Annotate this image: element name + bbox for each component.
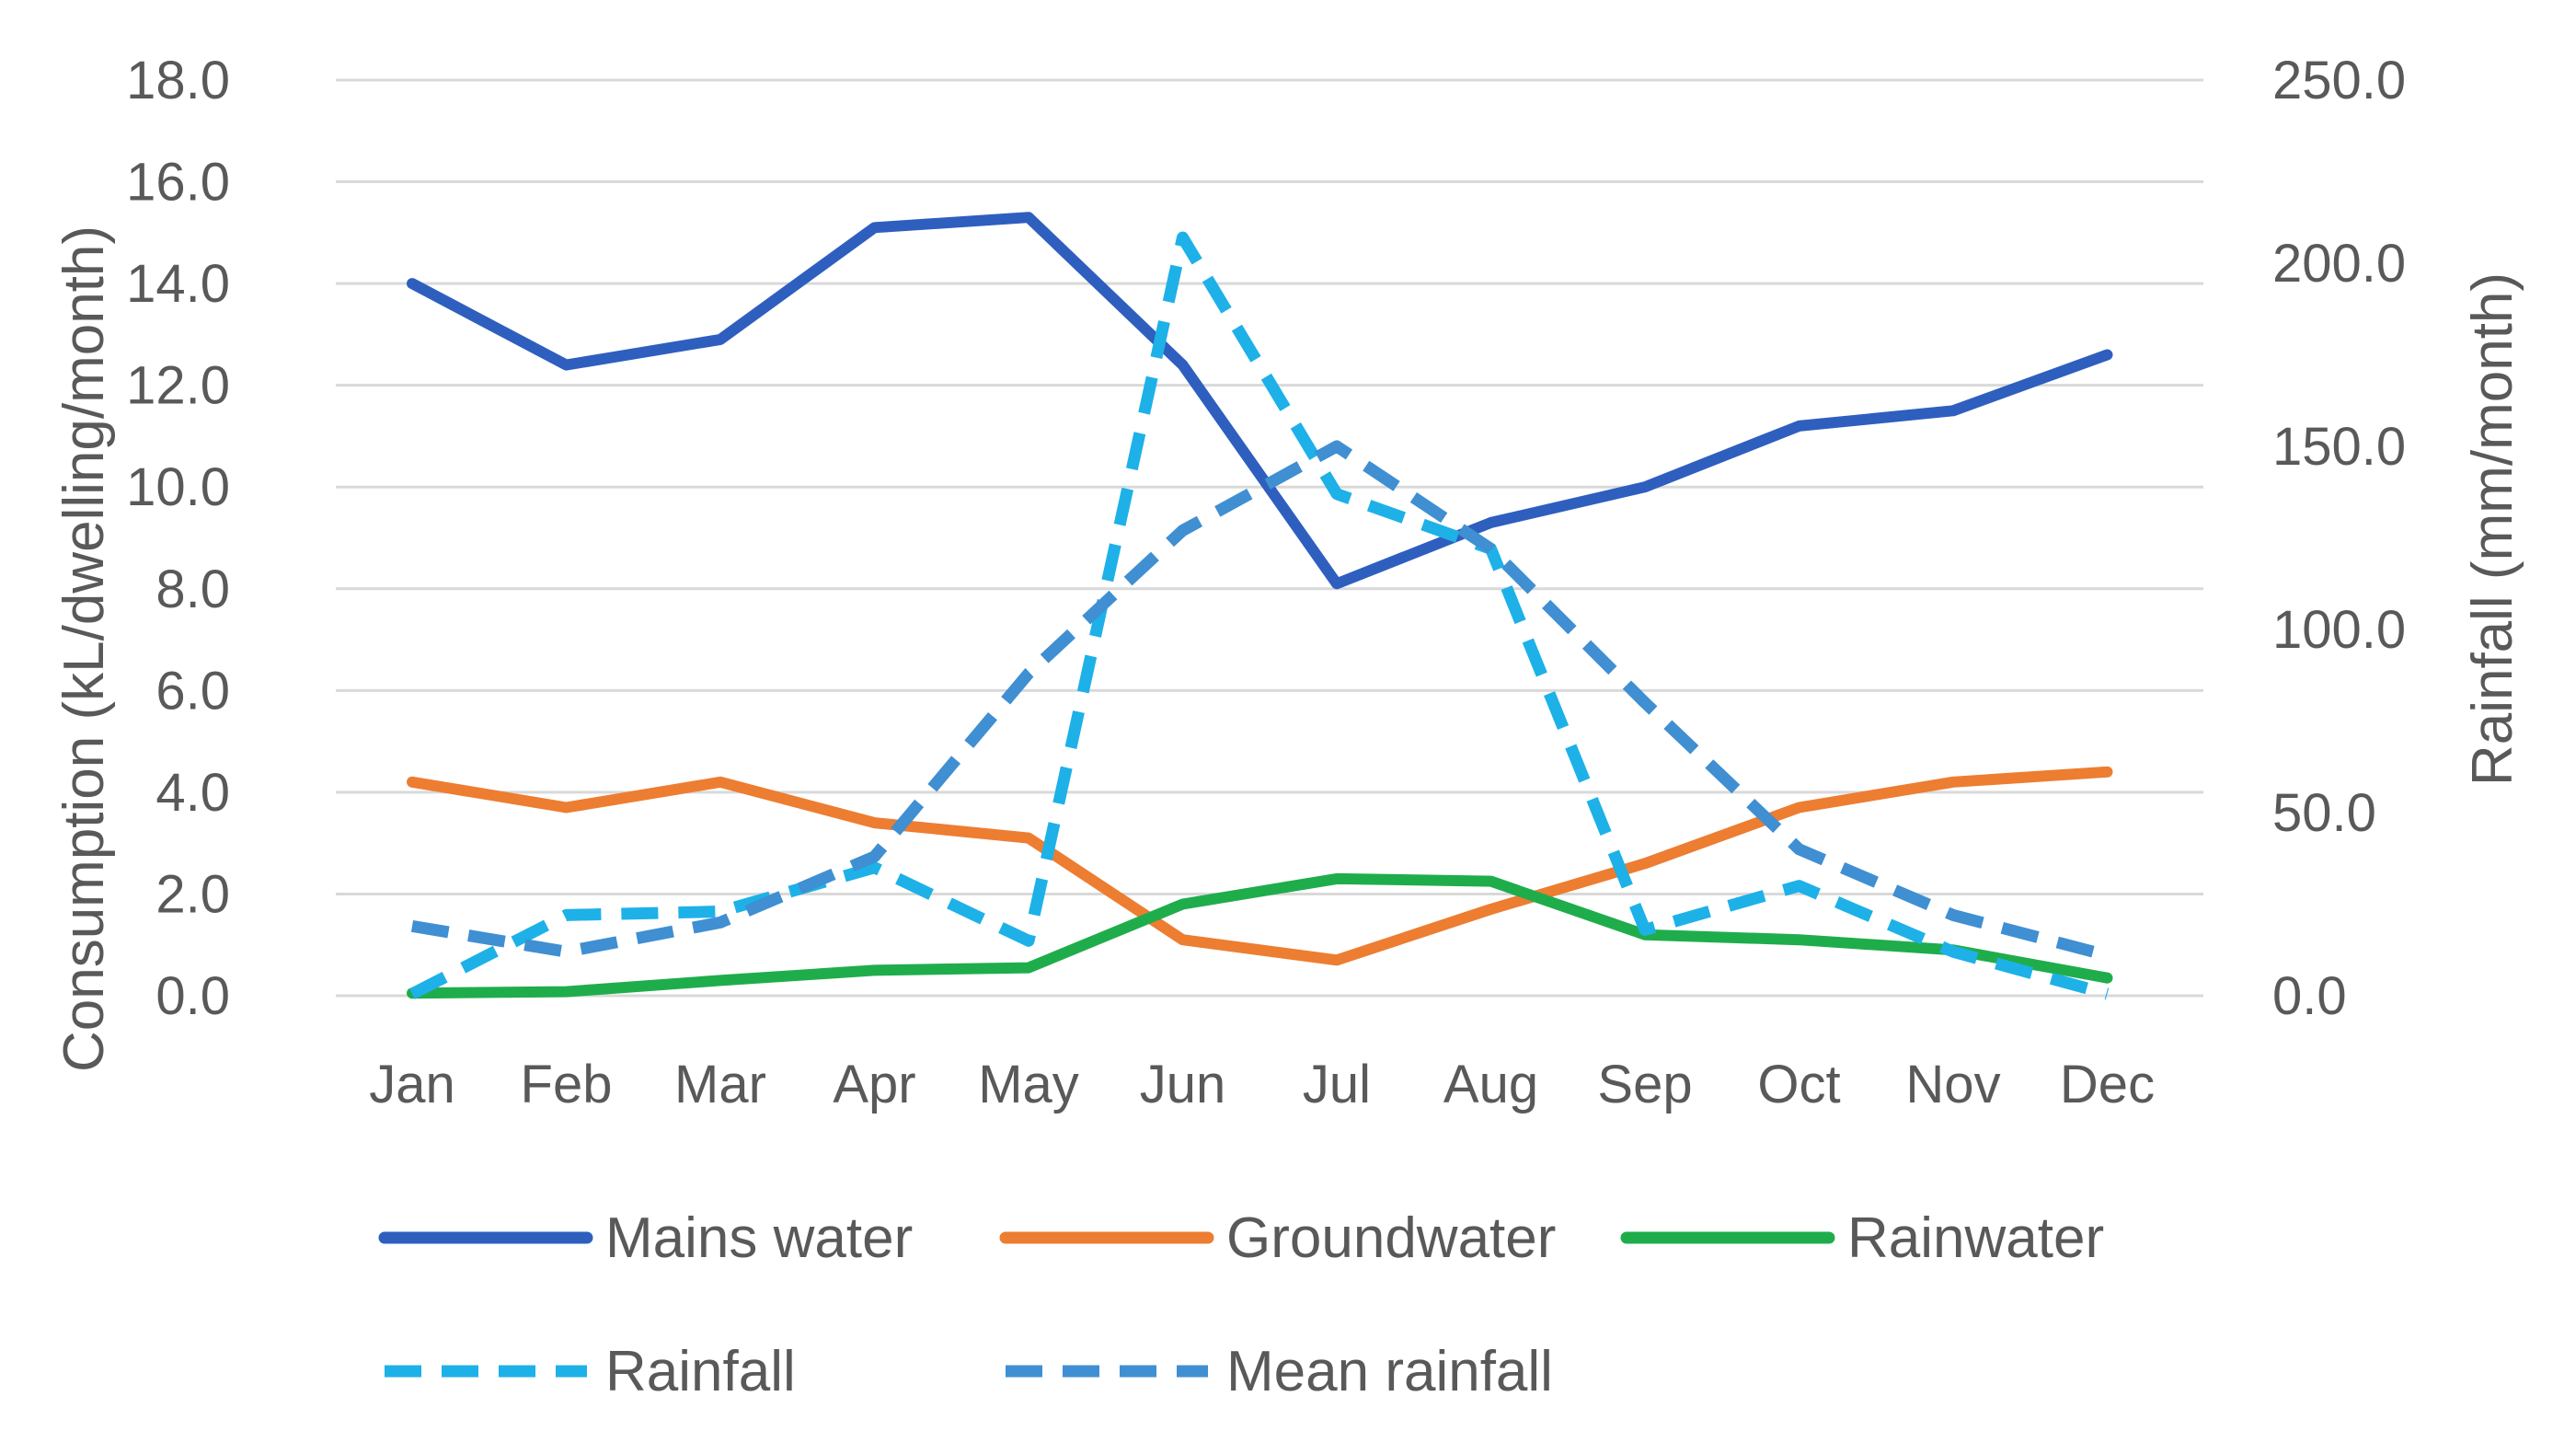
x-tick-label: Jan [369,1055,455,1114]
left-axis-ticks: 0.0 2.0 4.0 6.0 8.0 10.0 12.0 14.0 16.0 18.0 [126,51,230,1026]
series-line-rainwater [407,872,2113,999]
x-tick-label: Mar [674,1055,766,1114]
right-axis-title: Rainfall (mm/month) [2461,272,2524,786]
left-axis-title: Consumption (kL/dwelling/month) [52,225,116,1072]
left-tick-label: 14.0 [126,254,230,314]
legend-label: Mains water [605,1206,913,1270]
legend-item: Mean rainfall [1006,1340,1553,1403]
legend-item: Rainwater [1620,1206,2104,1270]
right-tick-label: 100.0 [2272,600,2406,660]
left-tick-label: 8.0 [155,560,230,619]
x-tick-label: Jun [1140,1055,1226,1114]
left-tick-label: 4.0 [155,763,230,823]
series-line-mean-rainfall [410,440,2110,962]
right-tick-label: 200.0 [2272,234,2406,294]
legend-label: Rainwater [1847,1206,2104,1270]
x-tick-label: Apr [833,1055,915,1114]
left-tick-label: 16.0 [126,153,230,213]
x-tick-label: Nov [1905,1055,2000,1114]
right-tick-label: 250.0 [2272,51,2406,110]
series-line-mains-water [407,212,2113,590]
x-tick-label: Dec [2060,1055,2155,1114]
series-lines [407,212,2113,1000]
x-tick-label: May [978,1055,1079,1114]
legend-label: Groundwater [1226,1206,1556,1270]
left-tick-label: 18.0 [126,51,230,110]
legend: Mains water Groundwater Rainwater Rainfall M… [378,1206,2104,1403]
x-tick-label: Feb [521,1055,613,1114]
legend-item: Mains water [378,1206,913,1270]
right-tick-label: 0.0 [2272,966,2347,1026]
x-tick-label: Aug [1443,1055,1538,1114]
legend-label: Rainfall [605,1340,796,1403]
left-tick-label: 0.0 [155,966,230,1026]
right-tick-label: 50.0 [2272,783,2376,843]
legend-item: Groundwater [999,1206,1556,1270]
left-tick-label: 6.0 [155,661,230,721]
left-tick-label: 2.0 [155,864,230,924]
x-tick-label: Sep [1597,1055,1692,1114]
gridlines [336,78,2203,998]
series-line-rainfall [409,231,2110,1000]
x-axis-ticks: Jan Feb Mar Apr May Jun Jul Aug Sep Oct Nov Dec [369,1055,2155,1114]
x-tick-label: Jul [1303,1055,1371,1114]
x-tick-label: Oct [1757,1055,1840,1114]
series-line-groundwater [407,766,2113,966]
right-tick-label: 150.0 [2272,417,2406,477]
left-tick-label: 12.0 [126,356,230,416]
legend-label: Mean rainfall [1226,1340,1553,1403]
right-axis-ticks: 0.0 50.0 100.0 150.0 200.0 250.0 [2272,51,2406,1026]
legend-item: Rainfall [385,1340,796,1403]
left-tick-label: 10.0 [126,457,230,517]
